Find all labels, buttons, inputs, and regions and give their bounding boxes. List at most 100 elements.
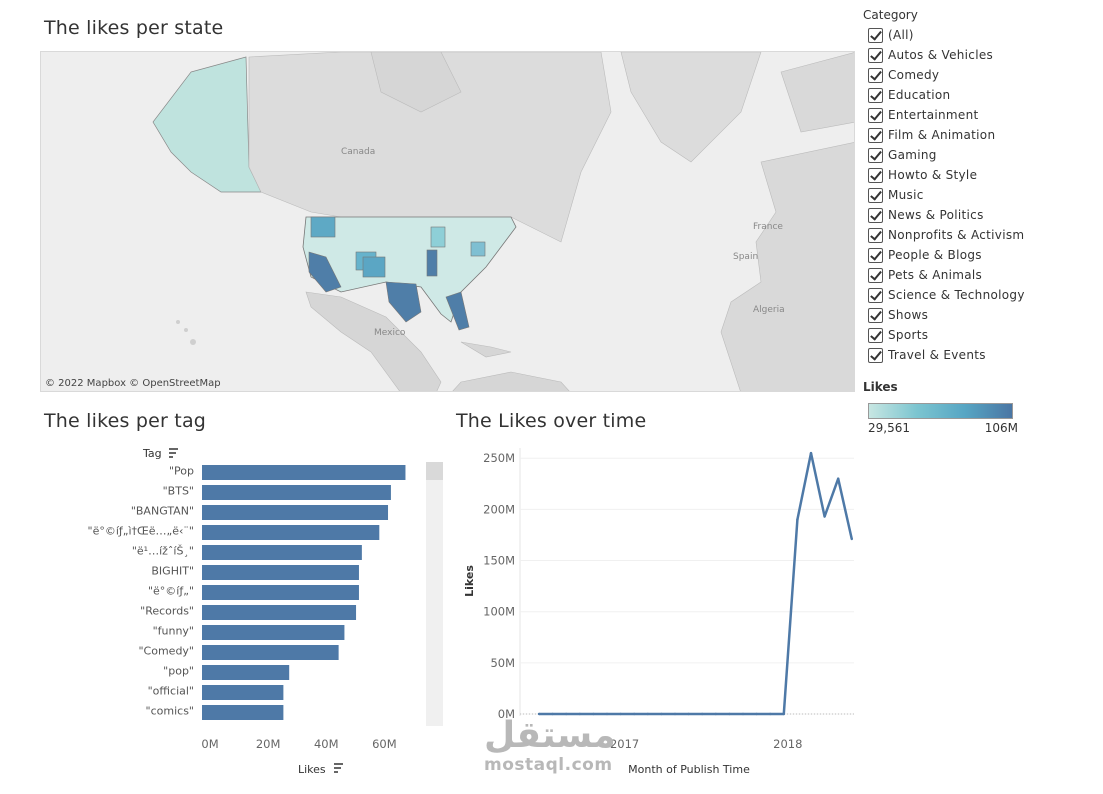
- data-point[interactable]: [809, 451, 813, 455]
- checkbox[interactable]: [868, 87, 883, 103]
- likes-line[interactable]: [539, 451, 854, 716]
- checkbox[interactable]: [868, 307, 883, 323]
- filter-item[interactable]: Entertainment: [863, 105, 1098, 125]
- bar[interactable]: [202, 645, 339, 660]
- tag-label: "ë°©íƒ„ì†Œë…„ë‹¨": [88, 525, 194, 538]
- checkbox[interactable]: [868, 227, 883, 243]
- bar[interactable]: [202, 485, 391, 500]
- data-point[interactable]: [633, 712, 636, 716]
- filter-item[interactable]: Education: [863, 85, 1098, 105]
- bar[interactable]: [202, 685, 284, 700]
- tag-label: "ë°©íƒ„": [148, 585, 194, 598]
- bar[interactable]: [202, 525, 380, 540]
- bar[interactable]: [202, 585, 359, 600]
- data-point[interactable]: [592, 712, 595, 716]
- data-point[interactable]: [701, 712, 704, 716]
- data-point[interactable]: [782, 712, 785, 716]
- bar[interactable]: [202, 545, 362, 560]
- filter-item[interactable]: Gaming: [863, 145, 1098, 165]
- checkbox[interactable]: [868, 147, 883, 163]
- cuba-shape: [460, 341, 512, 358]
- checkbox[interactable]: [868, 67, 883, 83]
- filter-item[interactable]: Film & Animation: [863, 125, 1098, 145]
- filter-item[interactable]: Autos & Vehicles: [863, 45, 1098, 65]
- data-point[interactable]: [796, 518, 799, 521]
- data-point[interactable]: [741, 712, 745, 716]
- bar[interactable]: [202, 465, 406, 480]
- category-filter: Category (All) Autos & Vehicles Comedy Educ…: [863, 8, 1098, 365]
- checkbox[interactable]: [868, 167, 883, 183]
- filter-item[interactable]: Shows: [863, 305, 1098, 325]
- data-point[interactable]: [755, 712, 758, 716]
- bar[interactable]: [202, 625, 345, 640]
- data-point[interactable]: [537, 712, 541, 716]
- data-point[interactable]: [578, 712, 581, 716]
- state-new-york: [470, 241, 486, 257]
- checkbox[interactable]: [868, 207, 883, 223]
- filter-item-label: People & Blogs: [888, 248, 982, 262]
- line-chart-title: The Likes over time: [456, 410, 647, 432]
- data-point[interactable]: [687, 712, 690, 716]
- data-point[interactable]: [673, 712, 677, 716]
- data-point[interactable]: [714, 712, 717, 716]
- bar[interactable]: [202, 505, 389, 520]
- data-point[interactable]: [551, 712, 554, 716]
- checkbox[interactable]: [868, 347, 883, 363]
- checkbox[interactable]: [868, 287, 883, 303]
- tag-label: "funny": [153, 625, 194, 638]
- likes-line-chart[interactable]: 0M 50M 100M 150M 200M 250M 2017 2018 Likes Month …: [456, 440, 861, 785]
- map-panel[interactable]: Canada Mexico France Spain Algeria © 202…: [40, 51, 855, 392]
- data-point[interactable]: [837, 477, 840, 480]
- data-point[interactable]: [565, 712, 568, 716]
- checkbox[interactable]: [868, 187, 883, 203]
- bar[interactable]: [202, 705, 284, 720]
- filter-item[interactable]: Howto & Style: [863, 165, 1098, 185]
- data-point[interactable]: [605, 712, 609, 716]
- filter-item[interactable]: Comedy: [863, 65, 1098, 85]
- filter-item-label: Comedy: [888, 68, 940, 82]
- tag-label: "official": [148, 685, 194, 698]
- legend-labels: 29,561 106M: [868, 421, 1018, 435]
- filter-item-label: Sports: [888, 328, 929, 342]
- map-attribution[interactable]: © 2022 Mapbox © OpenStreetMap: [45, 378, 221, 389]
- filter-item[interactable]: People & Blogs: [863, 245, 1098, 265]
- sort-icon[interactable]: [334, 763, 343, 773]
- data-point[interactable]: [646, 712, 649, 716]
- checkbox[interactable]: [868, 107, 883, 123]
- map-canvas[interactable]: [41, 52, 855, 392]
- data-point[interactable]: [619, 712, 622, 716]
- data-point[interactable]: [660, 712, 663, 716]
- filter-item-label: Howto & Style: [888, 168, 978, 182]
- checkbox[interactable]: [868, 327, 883, 343]
- label-spain: Spain: [733, 252, 759, 262]
- data-point[interactable]: [823, 515, 826, 518]
- data-point[interactable]: [850, 537, 853, 541]
- filter-item[interactable]: Science & Technology: [863, 285, 1098, 305]
- filter-item[interactable]: Music: [863, 185, 1098, 205]
- bar[interactable]: [202, 605, 357, 620]
- checkbox[interactable]: [868, 247, 883, 263]
- tag-label: "Records": [140, 605, 194, 618]
- scrollbar-thumb[interactable]: [426, 462, 443, 480]
- data-point[interactable]: [769, 712, 772, 716]
- filter-item[interactable]: Travel & Events: [863, 345, 1098, 365]
- bar[interactable]: [202, 665, 290, 680]
- checkbox[interactable]: [868, 47, 883, 63]
- checkbox[interactable]: [868, 267, 883, 283]
- filter-item[interactable]: (All): [863, 25, 1098, 45]
- sort-icon[interactable]: [169, 448, 178, 458]
- checkbox[interactable]: [868, 27, 883, 43]
- filter-item[interactable]: News & Politics: [863, 205, 1098, 225]
- filter-item[interactable]: Nonprofits & Activism: [863, 225, 1098, 245]
- x-tick-label: 2018: [773, 737, 802, 751]
- watermark-arabic: مستقل: [484, 715, 616, 756]
- scrollbar-track[interactable]: [426, 462, 443, 726]
- tag-bar-chart[interactable]: Tag "Pop "BTS" "BANGTAN" "ë°©íƒ„ì†Œë…„ë‹¨" "ë…: [40, 440, 450, 785]
- x-tick-label: 20M: [256, 737, 281, 751]
- filter-item[interactable]: Sports: [863, 325, 1098, 345]
- data-point[interactable]: [728, 712, 731, 716]
- bar[interactable]: [202, 565, 359, 580]
- checkbox[interactable]: [868, 127, 883, 143]
- filter-item-label: Science & Technology: [888, 288, 1025, 302]
- filter-item[interactable]: Pets & Animals: [863, 265, 1098, 285]
